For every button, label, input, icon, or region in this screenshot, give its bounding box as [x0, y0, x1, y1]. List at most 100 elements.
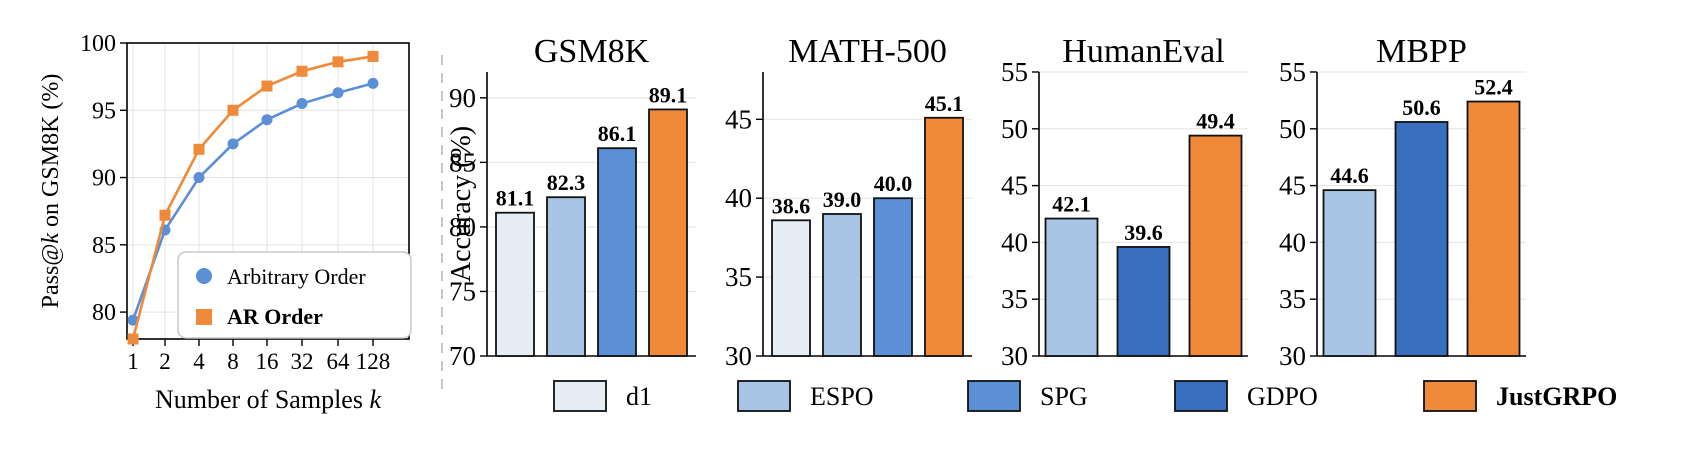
bar-panel-gsm8k: 70 75 80 85 90 GSM8K 81.1 82.3 86.1 89.1	[449, 33, 696, 371]
bar-chart-panels: 70 75 80 85 90 GSM8K 81.1 82.3 86.1 89.1 30 35 40 45 M…	[449, 33, 1526, 371]
bar-value-label: 42.1	[1052, 192, 1091, 217]
legend-swatch-justgrpo	[1423, 380, 1477, 412]
bar-espo	[822, 213, 862, 357]
data-point-square	[127, 333, 139, 345]
x-tick-label: 8	[227, 349, 239, 374]
legend-swatch-gdpo	[1174, 380, 1228, 412]
panel-title: MBPP	[1376, 33, 1467, 70]
data-point-square	[227, 104, 239, 116]
data-point-circle	[367, 77, 379, 89]
y-tick-label: 30	[725, 341, 752, 371]
y-tick-label: 40	[1001, 227, 1028, 257]
y-tick-label: 40	[1279, 227, 1306, 257]
legend-label-d1: d1	[626, 382, 652, 411]
legend-circle-marker	[196, 268, 212, 284]
line-chart-y-label: Pass@k on GSM8K (%)	[38, 74, 64, 309]
data-point-square	[159, 209, 171, 221]
x-tick-label: 1	[127, 349, 139, 374]
bar-panel-math-500: 30 35 40 45 MATH-500 38.6 39.0 40.0 45.1	[725, 33, 972, 371]
line-chart-y-ticks: 80 85 90 95 100	[80, 31, 127, 326]
y-tick-label: 80	[449, 212, 476, 242]
bar-espo	[546, 196, 586, 357]
bar-espo	[1044, 217, 1099, 357]
data-point-square	[296, 65, 308, 77]
data-point-circle	[227, 138, 239, 150]
y-tick-label: 45	[725, 104, 752, 134]
bar-espo	[1322, 189, 1377, 357]
series-line	[131, 82, 374, 321]
y-tick-label: 50	[1279, 114, 1306, 144]
y-tick-label: 45	[1279, 171, 1306, 201]
y-tick-label: 90	[449, 83, 476, 113]
y-tick-label: 90	[92, 166, 116, 192]
y-tick-label: 50	[1001, 114, 1028, 144]
x-tick-label: 4	[193, 349, 205, 374]
x-tick-label: 2	[159, 349, 171, 374]
data-point-square	[332, 56, 344, 68]
legend-square-marker	[196, 309, 212, 325]
bar-panel-mbpp: 30 35 40 45 50 55 MBPP 44.6 50.6 52.4	[1279, 33, 1526, 371]
bar-justgrpo	[1188, 134, 1243, 357]
y-tick-label: 35	[1001, 284, 1028, 314]
bar-gdpo	[1116, 246, 1171, 357]
y-tick-label: 100	[80, 31, 116, 57]
data-point-square	[261, 80, 273, 92]
pass-at-k-line-chart: 80 85 90 95 100 1 2 4 8 16 32 64 128 Number of Samp…	[38, 31, 412, 414]
line-chart-frame	[126, 42, 410, 340]
bar-spg	[597, 147, 637, 357]
bar-value-label: 82.3	[547, 170, 586, 195]
bar-panel-humaneval: 30 35 40 45 50 55 HumanEval 42.1 39.6 49.4	[1001, 33, 1248, 371]
x-tick-label: 16	[256, 349, 279, 374]
bar-value-label: 81.1	[496, 186, 535, 211]
legend-label-arbitrary: Arbitrary Order	[227, 264, 366, 289]
x-tick-label: 128	[356, 349, 391, 374]
method-legend: d1 ESPO SPG GDPO JustGRPO	[553, 380, 1617, 412]
y-tick-label: 95	[92, 98, 116, 124]
series-line	[131, 55, 374, 340]
data-point-circle	[296, 98, 308, 110]
y-tick-label: 35	[1279, 284, 1306, 314]
y-tick-label: 70	[449, 341, 476, 371]
x-tick-label: 32	[291, 349, 314, 374]
data-point-circle	[127, 314, 139, 326]
panel-title: GSM8K	[534, 33, 650, 70]
data-point-square	[193, 143, 205, 155]
panel-title: HumanEval	[1062, 33, 1224, 70]
bar-value-label: 50.6	[1402, 95, 1441, 120]
y-tick-label: 45	[1001, 171, 1028, 201]
data-point-square	[367, 50, 379, 62]
bar-value-label: 49.4	[1196, 109, 1235, 134]
y-tick-label: 80	[92, 300, 116, 326]
bar-value-label: 52.4	[1474, 75, 1513, 100]
legend-swatch-d1	[553, 380, 607, 412]
bar-value-label: 39.0	[823, 187, 862, 212]
legend-label-ar: AR Order	[227, 304, 323, 329]
line-chart-legend: Arbitrary Order AR Order	[177, 251, 412, 339]
y-tick-label: 75	[449, 276, 476, 306]
bar-value-label: 40.0	[874, 171, 913, 196]
bar-d1	[495, 211, 535, 357]
y-tick-label: 40	[725, 183, 752, 213]
bar-value-label: 86.1	[598, 121, 637, 146]
bar-value-label: 39.6	[1124, 220, 1163, 245]
legend-label-gdpo: GDPO	[1247, 382, 1318, 411]
y-tick-label: 85	[449, 147, 476, 177]
legend-swatch-espo	[737, 380, 791, 412]
bar-y-axis-label: Accuracy (%)	[446, 126, 477, 282]
y-tick-label: 30	[1001, 341, 1028, 371]
line-chart-x-ticks: 1 2 4 8 16 32 64 128	[127, 339, 390, 374]
bar-value-label: 89.1	[649, 82, 688, 107]
bar-justgrpo	[924, 116, 964, 357]
legend-label-spg: SPG	[1040, 382, 1088, 411]
panel-title: MATH-500	[788, 33, 947, 70]
x-tick-label: 64	[327, 349, 351, 374]
data-point-circle	[332, 87, 344, 99]
legend-label-espo: ESPO	[810, 382, 874, 411]
line-legend-box	[177, 251, 412, 339]
bar-value-label: 45.1	[925, 91, 964, 116]
line-chart-series	[127, 50, 379, 345]
data-point-circle	[261, 114, 273, 126]
y-tick-label: 35	[725, 262, 752, 292]
legend-swatch-spg	[967, 380, 1021, 412]
